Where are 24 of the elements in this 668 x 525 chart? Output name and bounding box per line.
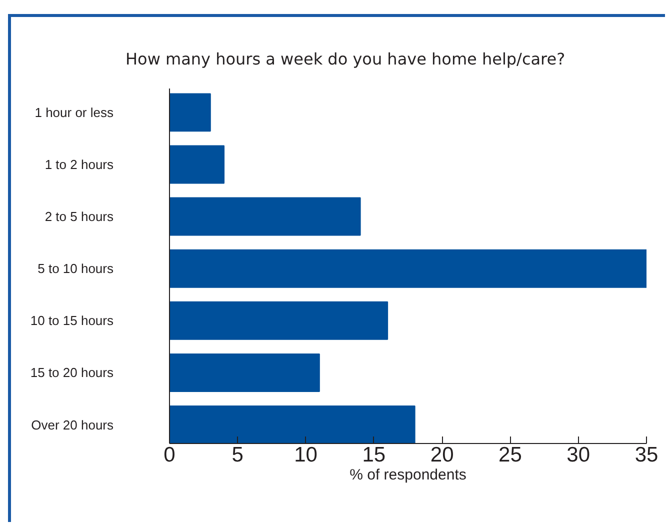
bar [170, 301, 388, 340]
x-tick-label: 30 [566, 444, 590, 466]
x-tick-label: 15 [362, 444, 386, 466]
x-tick-label: 35 [634, 444, 658, 466]
x-axis-title: % of respondents [350, 466, 466, 484]
x-tick-label: 5 [232, 444, 244, 466]
x-tick-label: 20 [430, 444, 454, 466]
y-tick-label: 1 to 2 hours [44, 156, 114, 172]
y-tick-label: Over 20 hours [31, 417, 114, 432]
y-tick-label: 15 to 20 hours [30, 365, 114, 380]
bar [170, 145, 225, 184]
bar [170, 249, 646, 288]
bar [170, 197, 361, 236]
y-tick-label: 5 to 10 hours [38, 261, 114, 276]
y-tick-label: 10 to 15 hours [30, 313, 114, 328]
bar [170, 406, 416, 444]
x-tick-label: 25 [498, 444, 522, 466]
chart-title: How many hours a week do you have home help/care? [126, 50, 566, 68]
y-tick-label: 2 to 5 hours [44, 209, 114, 224]
x-tick-label: 0 [164, 444, 176, 466]
bar [170, 353, 320, 392]
bar [170, 93, 211, 132]
y-tick-label: 1 hour or less [34, 104, 114, 120]
x-tick-label: 10 [294, 444, 318, 466]
